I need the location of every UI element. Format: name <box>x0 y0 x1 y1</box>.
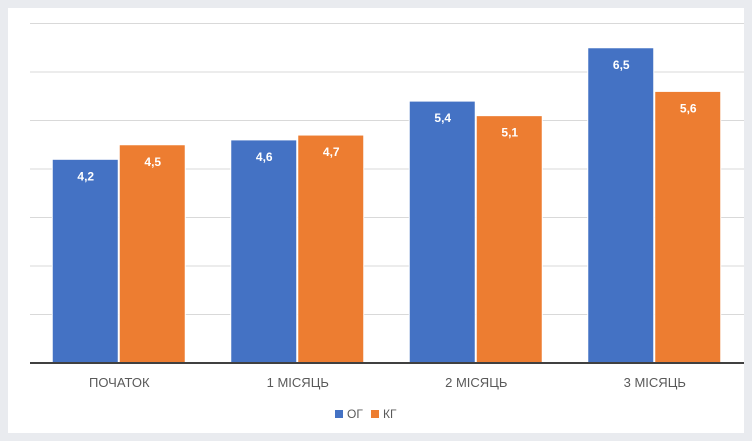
data-label: 5,1 <box>501 126 518 140</box>
data-label: 4,2 <box>77 169 94 183</box>
data-label: 5,6 <box>680 101 697 115</box>
bar-kg <box>118 144 186 364</box>
x-tick-label: 1 МІСЯЦЬ <box>267 375 329 390</box>
data-label: 6,5 <box>613 58 630 72</box>
data-label: 4,7 <box>323 145 340 159</box>
x-tick-label: 3 МІСЯЦЬ <box>624 375 686 390</box>
data-label: 4,5 <box>144 155 161 169</box>
bar-kg <box>475 115 543 364</box>
legend-swatch <box>335 410 343 418</box>
bar-og <box>587 47 655 364</box>
x-tick-label: ПОЧАТОК <box>89 375 150 390</box>
legend: ОГ КГ <box>335 407 397 421</box>
data-labels: 4,2 4,6 5,4 6,5 4,5 4,7 5,1 5,6 <box>77 58 697 184</box>
legend-label: ОГ <box>347 407 363 421</box>
legend-label: КГ <box>383 407 397 421</box>
bar-chart: 4,2 4,6 5,4 6,5 4,5 4,7 5,1 5,6 ПОЧАТОК 1 МІСЯЦЬ… <box>30 23 744 421</box>
legend-swatch <box>371 410 379 418</box>
x-axis: ПОЧАТОК 1 МІСЯЦЬ 2 МІСЯЦЬ 3 МІСЯЦЬ <box>30 362 744 390</box>
chart-area: 4,2 4,6 5,4 6,5 4,5 4,7 5,1 5,6 ПОЧАТОК 1 МІСЯЦЬ… <box>8 8 744 433</box>
data-label: 5,4 <box>434 111 451 125</box>
bar-og <box>51 158 119 364</box>
bar-og <box>408 100 476 364</box>
bars <box>51 47 722 364</box>
data-label: 4,6 <box>256 150 273 164</box>
bar-kg <box>297 134 365 364</box>
bar-og <box>230 139 298 364</box>
x-tick-label: 2 МІСЯЦЬ <box>445 375 507 390</box>
bar-kg <box>654 90 722 364</box>
